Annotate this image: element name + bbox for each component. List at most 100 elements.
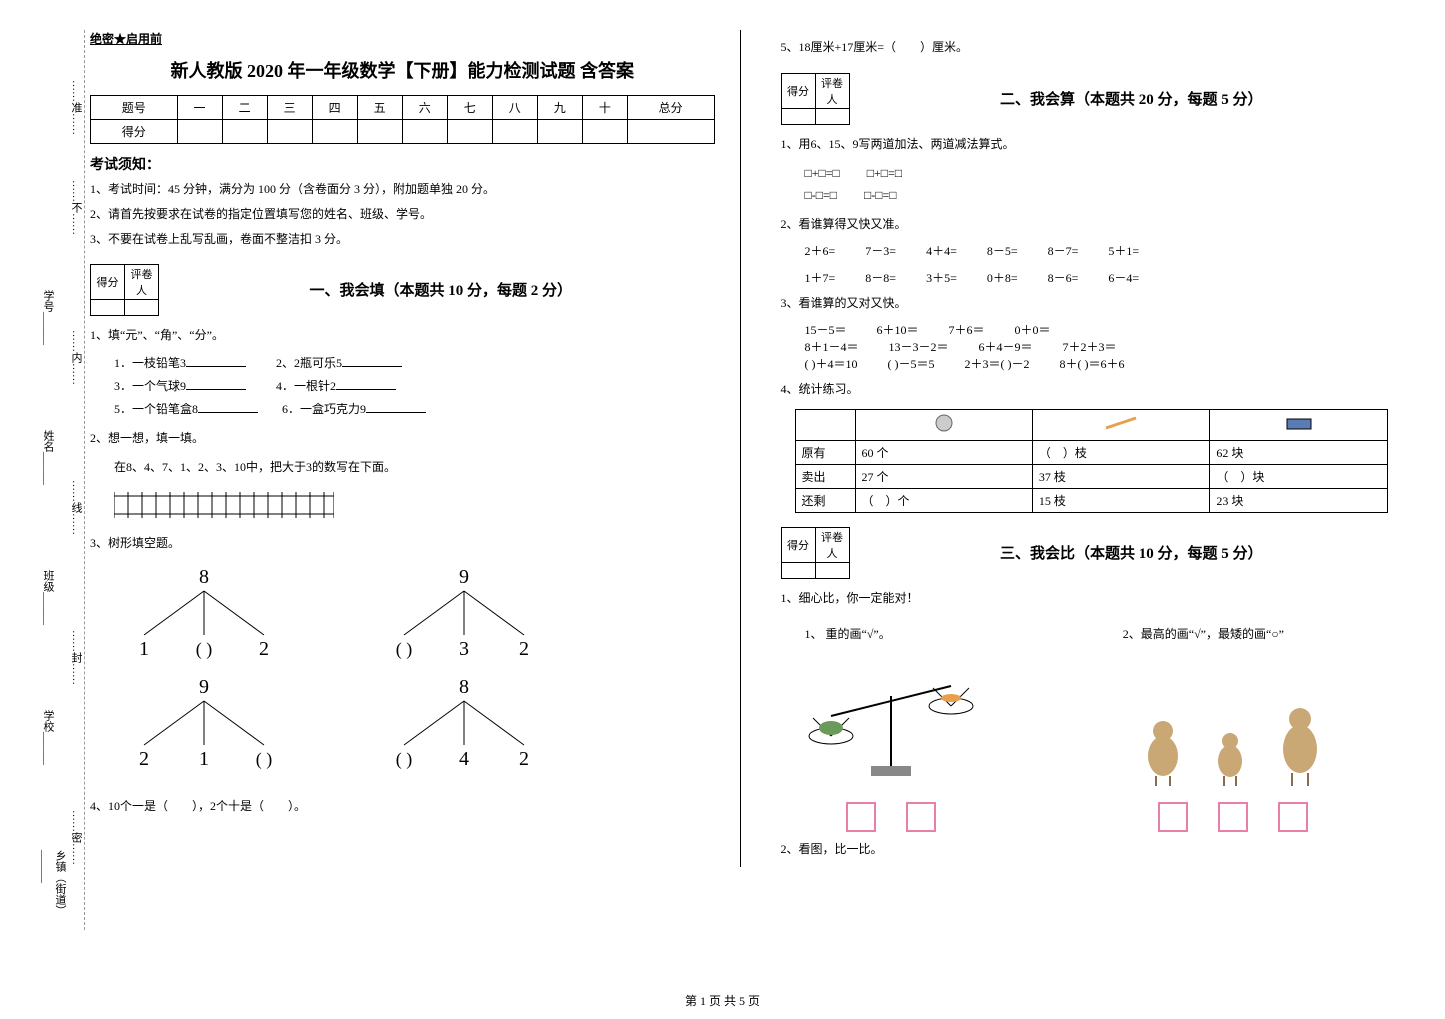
svg-text:9: 9 [199, 676, 209, 698]
svg-text:8: 8 [199, 566, 209, 588]
left-column: 绝密★启用前 新人教版 2020 年一年级数学【下册】能力检测试题 含答案 题号… [90, 30, 741, 867]
eq: □-□=□ [864, 188, 897, 202]
eq: 15－5＝ [805, 321, 847, 338]
eq: 8＋( )＝6＋6 [1060, 355, 1125, 372]
th: 八 [492, 96, 537, 120]
deer-icon [1138, 706, 1188, 786]
eq: 3＋5= [926, 269, 957, 286]
eq: 8＋1－4＝ [805, 338, 859, 355]
seal-text: ……封…… [68, 630, 84, 685]
eq: 2＋6= [805, 242, 836, 259]
check-box [846, 802, 876, 832]
q1-2-sub: 在8、4、7、1、2、3、10中，把大于3的数写在下面。 [90, 456, 715, 479]
secret-label: 绝密★启用前 [90, 30, 715, 47]
instruction-item: 2、请首先按要求在试卷的指定位置填写您的姓名、班级、学号。 [90, 205, 715, 224]
tree-1: 8 1 ( ) 2 9 2 1 ( ) [114, 565, 294, 785]
eq: 5＋1= [1108, 242, 1139, 259]
binding-strip: 乡镇（街道）______ 学校______ 班级______ 姓名______ … [30, 30, 85, 930]
pencil-icon [1101, 413, 1141, 433]
q2-3-eq-b: 8＋1－4＝ 13－3－2＝ 6＋4－9＝ 7＋2＋3＝ [781, 338, 1406, 355]
section-1-header: 得分评卷人 一、我会填（本题共 10 分，每题 2 分） [90, 264, 715, 316]
q1-1: 1、填“元”、“角”、“分”。 [90, 324, 715, 347]
instruction-item: 1、考试时间：45 分钟，满分为 100 分（含卷面分 3 分），附加题单独 2… [90, 180, 715, 199]
tree-diagrams: 8 1 ( ) 2 9 2 1 ( ) 9 ( ) [114, 565, 715, 785]
check-box [1218, 802, 1248, 832]
cell: 37 枝 [1032, 464, 1209, 488]
q2-3-eq: 15－5＝ 6＋10＝ 7＋6＝ 0＋0＝ [781, 321, 1406, 338]
eq: 7＋2＋3＝ [1063, 338, 1117, 355]
check-box [1158, 802, 1188, 832]
cell: 27 个 [855, 464, 1032, 488]
eq: 6＋4－9＝ [979, 338, 1033, 355]
th: 三 [267, 96, 312, 120]
svg-text:1: 1 [139, 638, 149, 660]
compare-label: 1、 重的画“√”。 [781, 623, 1063, 646]
strip-label: 学号______ [40, 290, 56, 345]
th: 六 [402, 96, 447, 120]
cell: 60 个 [855, 440, 1032, 464]
th: 题号 [91, 96, 178, 120]
section-2-title: 二、我会算（本题共 20 分，每题 5 分） [858, 88, 1406, 109]
svg-text:4: 4 [459, 748, 469, 770]
svg-text:1: 1 [199, 748, 209, 770]
svg-text:2: 2 [259, 638, 269, 660]
item: 6．一盒巧克力9 [282, 402, 366, 416]
th: 五 [357, 96, 402, 120]
svg-text:( ): ( ) [256, 749, 273, 770]
instructions-heading: 考试须知： [90, 154, 715, 174]
th: 四 [312, 96, 357, 120]
q2-3-eq-c: ( )＋4＝10 ( )－5＝5 2＋3＝( )－2 8＋( )＝6＋6 [781, 355, 1406, 372]
ball-icon [924, 413, 964, 433]
eq: 13－3－2＝ [889, 338, 949, 355]
eq: 7＋6＝ [949, 321, 985, 338]
q2-4: 4、统计练习。 [781, 378, 1406, 401]
number-line [114, 486, 715, 524]
eq: □+□=□ [805, 166, 840, 180]
q1-4: 4、10个一是（ ），2个十是（ ）。 [90, 795, 715, 818]
item: 5．一个铅笔盒8 [114, 402, 198, 416]
row-label: 卖出 [795, 464, 855, 488]
section-2-header: 得分评卷人 二、我会算（本题共 20 分，每题 5 分） [781, 73, 1406, 125]
score-box-label: 评卷人 [125, 264, 159, 299]
instruction-item: 3、不要在试卷上乱写乱画，卷面不整洁扣 3 分。 [90, 230, 715, 249]
compare-height: 2、最高的画“√”，最矮的画“○” [1123, 617, 1405, 832]
eq: 1＋7= [805, 269, 836, 286]
q3-1: 1、细心比，你一定能对！ [781, 587, 1406, 610]
th: 总分 [627, 96, 714, 120]
check-box [906, 802, 936, 832]
item: 1．一枝铅笔3 [114, 356, 186, 370]
cell: 62 块 [1210, 440, 1387, 464]
seal-text: ……不…… [68, 180, 84, 235]
q2-2-eq-b: 1＋7= 8－8= 3＋5= 0＋8= 8－6= 6－4= [781, 269, 1406, 286]
strip-label: 姓名______ [40, 430, 56, 485]
seal-text: ……准…… [68, 80, 84, 135]
check-box [1278, 802, 1308, 832]
score-box: 得分评卷人 [781, 73, 850, 125]
eq: □-□=□ [805, 188, 838, 202]
svg-text:3: 3 [459, 638, 469, 660]
compare-weight: 1、 重的画“√”。 [781, 617, 1063, 832]
instructions: 1、考试时间：45 分钟，满分为 100 分（含卷面分 3 分），附加题单独 2… [90, 180, 715, 250]
balance-icon [801, 666, 981, 786]
q2-2: 2、看谁算得又快又准。 [781, 213, 1406, 236]
td: 得分 [91, 120, 178, 144]
section-1-title: 一、我会填（本题共 10 分，每题 2 分） [167, 279, 715, 300]
page-footer: 第 1 页 共 5 页 [0, 992, 1445, 1009]
eq: 7－3= [865, 242, 896, 259]
th: 十 [582, 96, 627, 120]
item: 3．一个气球9 [114, 379, 186, 393]
score-box: 得分评卷人 [90, 264, 159, 316]
strip-label: 学校______ [40, 710, 56, 765]
section-3-header: 得分评卷人 三、我会比（本题共 10 分，每题 5 分） [781, 527, 1406, 579]
svg-text:2: 2 [139, 748, 149, 770]
eq: 0＋8= [987, 269, 1018, 286]
eq: 6－4= [1108, 269, 1139, 286]
eraser-icon [1279, 413, 1319, 433]
svg-text:9: 9 [459, 566, 469, 588]
score-box: 得分评卷人 [781, 527, 850, 579]
deer-icon [1208, 721, 1253, 786]
th: 七 [447, 96, 492, 120]
eq: 0＋0＝ [1015, 321, 1051, 338]
th: 九 [537, 96, 582, 120]
cell: （ ）个 [855, 488, 1032, 512]
